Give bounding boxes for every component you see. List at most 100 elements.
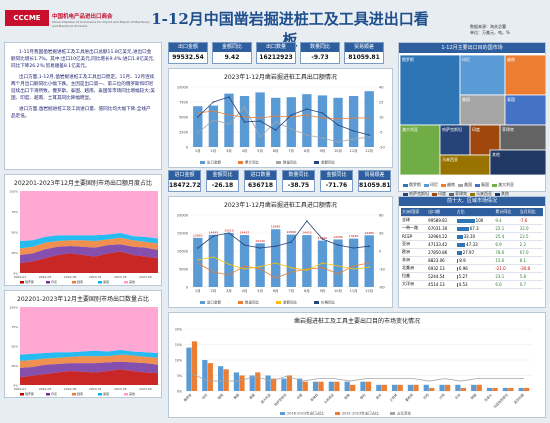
legend-swatch [276, 161, 281, 164]
x-tick-label: 2022-05 [39, 387, 52, 391]
bar-data-label: 13205 [333, 235, 343, 239]
area-chart-qty-panel: 202201-2023年12月主要国别市场出口数量占比 100% 75% 50% 25… [4, 290, 162, 398]
x-tick-label: 菲律宾 [309, 392, 319, 402]
table-cell: 78.6 [494, 248, 519, 257]
line-point [243, 106, 246, 108]
table-cell: 23.1 [494, 272, 519, 281]
treemap-label: 马来西亚 [442, 156, 458, 162]
bar [207, 363, 213, 391]
kpi-card: 金额同比 -71.76 [320, 170, 353, 192]
y-tick-label: 0% [177, 390, 182, 394]
table-cell: -30.8 [518, 264, 543, 273]
bar-data-label: 13650 [193, 233, 203, 237]
share-value: 100 [475, 217, 484, 223]
line-point [228, 114, 230, 116]
legend-swatch [458, 183, 463, 187]
line-point [259, 265, 261, 268]
x-tick-label: 土耳其 [388, 392, 399, 403]
y-tick-label: 15% [175, 343, 182, 347]
y2-tick-label: 25 [379, 101, 383, 105]
bar [193, 106, 203, 147]
legend-label: 美国 [464, 182, 472, 187]
legend-label: 印尼 [51, 279, 57, 284]
bar [360, 381, 366, 391]
area-chart-value-title: 202201-2023年12月主要国别市场出口额月度占比 [14, 180, 152, 187]
line-point [243, 116, 246, 118]
x-tick-label: 加拿大 [483, 392, 494, 403]
series-line [197, 220, 370, 249]
y2-tick-label: -30 [379, 268, 385, 272]
bar [318, 381, 324, 391]
area-series [20, 191, 158, 242]
area-series [20, 307, 158, 355]
table-cell: 33.10 [455, 232, 495, 241]
y-tick-label: 0 [186, 286, 188, 290]
share-bar [456, 274, 458, 279]
legend-swatch [238, 161, 243, 164]
treemap-label: 澳大利亚 [402, 126, 418, 132]
table-header-cell: 当月同比 [518, 208, 543, 217]
legend-swatch [470, 192, 475, 196]
line-point [228, 96, 230, 98]
share-bar [456, 234, 463, 239]
legend-entry: 美国 [458, 182, 472, 187]
table-cell: 6.9 [494, 240, 519, 249]
treemap-label: 俄罗斯 [402, 56, 414, 62]
bar [476, 384, 482, 391]
line-point [290, 114, 293, 116]
line-point [306, 268, 308, 270]
line-point [259, 120, 261, 122]
table-cell: 2.2 [518, 240, 543, 249]
legend-swatch [475, 183, 480, 187]
table-row: RCEP 32964.22 33.10 25.4 22.5 [401, 232, 543, 241]
bar [302, 235, 312, 287]
area-chart-value-panel: 202201-2023年12月主要国别市场出口额月度占比 100% 75% 50% 2… [4, 174, 162, 286]
line-point [196, 247, 199, 249]
line-point [196, 116, 199, 118]
legend-entry: 印度 [432, 191, 446, 196]
treemap-label: 菲律宾 [502, 126, 514, 132]
legend-label: 哈萨克斯坦 [409, 191, 429, 196]
legend-swatch [20, 281, 24, 284]
share-bar [456, 282, 458, 287]
legend-label: 金额同比 [321, 160, 335, 165]
table-cell: 25.4 [494, 232, 519, 241]
treemap-cell [459, 94, 506, 126]
kpi-label: 金额同比 [213, 43, 251, 52]
treemap-label: 美国 [462, 96, 470, 102]
legend-swatch [98, 281, 102, 284]
legend-entry: 俄罗斯 [403, 182, 421, 187]
market-change-panel: 凿岩掘进桩工及工具主要出口目的市场变化情况 20% 15% 10% 5% 0% 俄罗斯 印尼… [168, 312, 546, 418]
x-tick-label: 泰国 [248, 392, 256, 400]
x-tick-label: 美国 [232, 392, 240, 400]
kpi-label: 进口数量 [245, 171, 276, 180]
bar [312, 381, 319, 391]
bar [218, 366, 224, 391]
area-chart-value: 100% 75% 50% 25% 0%2022-01 2022-05 2022-09 2023… [9, 190, 158, 284]
series-line [197, 110, 370, 120]
bar [302, 94, 312, 147]
table-header-cell: 累计同比 [494, 208, 519, 217]
line-point [306, 269, 308, 271]
table-cell: 47.33 [455, 240, 495, 249]
kpi-card: 出口金额 99532.54 [168, 42, 208, 64]
legend-label: 泰国 [481, 182, 489, 187]
line-point [321, 238, 324, 240]
line-point [321, 262, 324, 264]
line-point [368, 117, 371, 119]
table-cell: 5.27 [455, 272, 495, 281]
legend-swatch [276, 301, 281, 304]
logo: CCCME [5, 10, 49, 26]
legend-label: 马来西亚 [476, 191, 492, 196]
export-chart: 10000 40 7500 25 5000 10 2500 -5 0 -20 1月 2月 3月 4月 5月 6… [177, 86, 385, 165]
x-tick-label: 7月 [288, 148, 294, 153]
x-tick-label: 7月 [288, 288, 294, 293]
kpi-card: 金额同比 9.42 [212, 42, 252, 64]
share-value: 33.10 [463, 233, 476, 239]
y2-tick-label: -60 [379, 286, 385, 290]
x-tick-label: 印尼 [200, 392, 208, 400]
area-series [20, 232, 158, 249]
area-series [20, 237, 158, 255]
bar-data-label: 14365 [364, 231, 374, 235]
table-row: 欧洲 27850.86 27.97 78.6 67.0 [401, 248, 543, 257]
